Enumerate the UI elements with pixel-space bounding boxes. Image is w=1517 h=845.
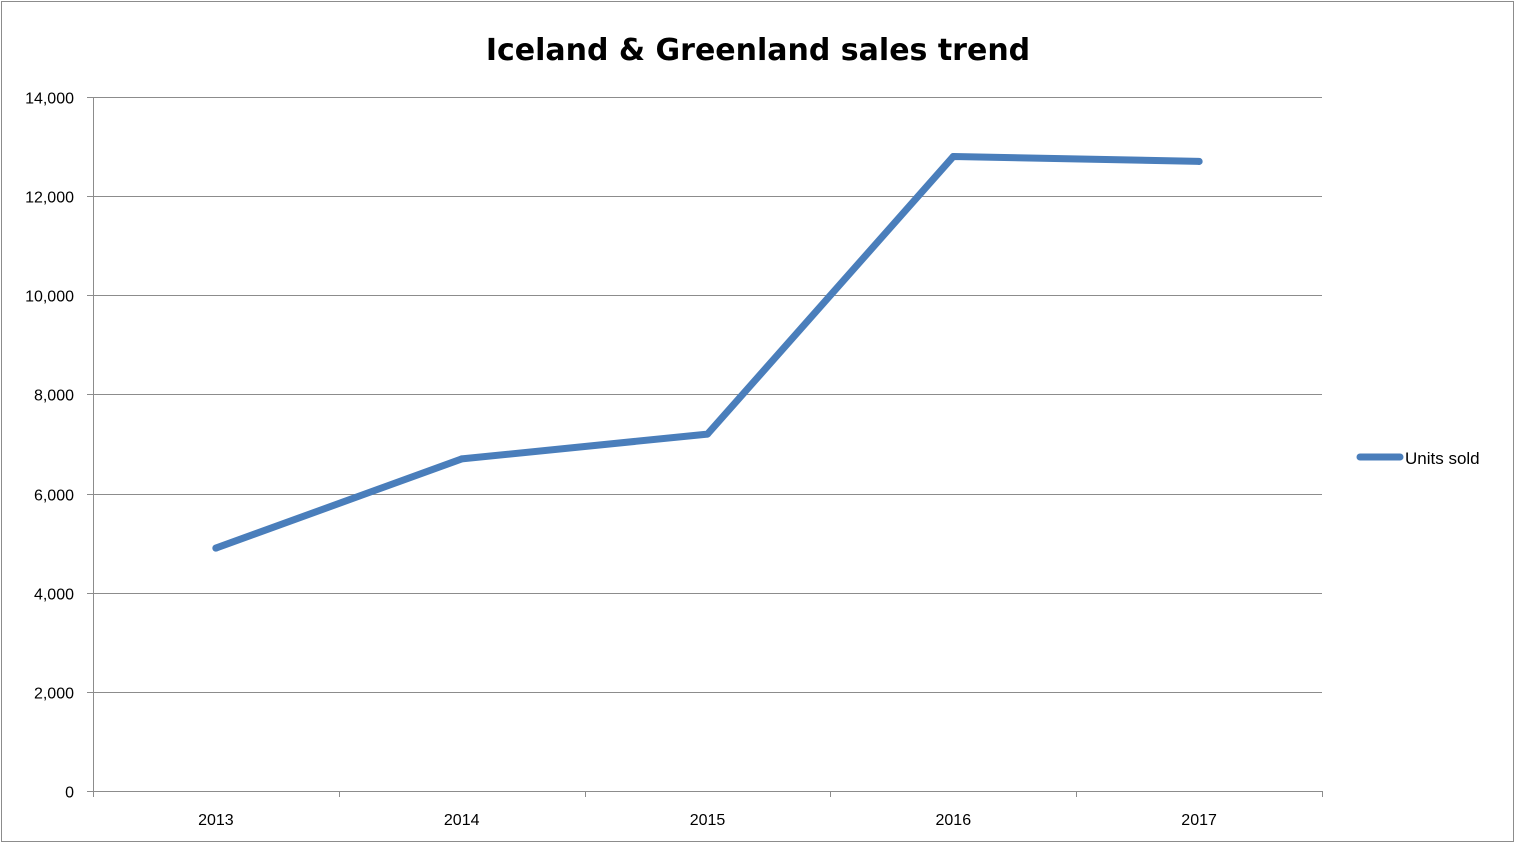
x-tick-label: 2015 bbox=[690, 812, 726, 829]
y-tick-label: 4,000 bbox=[34, 587, 74, 604]
chart-title: Iceland & Greenland sales trend bbox=[486, 33, 1030, 68]
data-point bbox=[458, 455, 466, 463]
gridlines bbox=[93, 97, 1322, 693]
series-lines bbox=[212, 152, 1203, 552]
y-tick-label: 10,000 bbox=[25, 289, 74, 306]
y-tick-label: 2,000 bbox=[34, 686, 74, 703]
x-tick-label: 2016 bbox=[936, 812, 972, 829]
data-point bbox=[212, 544, 220, 552]
legend-label: Units sold bbox=[1405, 449, 1480, 468]
x-tick-label: 2013 bbox=[198, 812, 234, 829]
y-tick-label: 12,000 bbox=[25, 190, 74, 207]
x-tick-label: 2017 bbox=[1181, 812, 1217, 829]
legend: Units sold bbox=[1356, 449, 1480, 468]
y-tick-label: 14,000 bbox=[25, 91, 74, 108]
x-tick-label: 2014 bbox=[444, 812, 480, 829]
axes bbox=[87, 97, 1323, 797]
data-point bbox=[949, 152, 957, 160]
series-line bbox=[212, 153, 1203, 552]
data-point bbox=[1195, 157, 1203, 165]
y-tick-label: 6,000 bbox=[34, 488, 74, 505]
y-axis-tick-labels: 0 2,000 4,000 6,000 8,000 10,000 12,000 14,000 bbox=[25, 91, 74, 802]
y-tick-label: 0 bbox=[65, 785, 74, 802]
data-point bbox=[704, 430, 711, 438]
y-tick-label: 8,000 bbox=[34, 388, 74, 405]
x-axis-tick-labels: 2013 2014 2015 2016 2017 bbox=[198, 812, 1217, 829]
